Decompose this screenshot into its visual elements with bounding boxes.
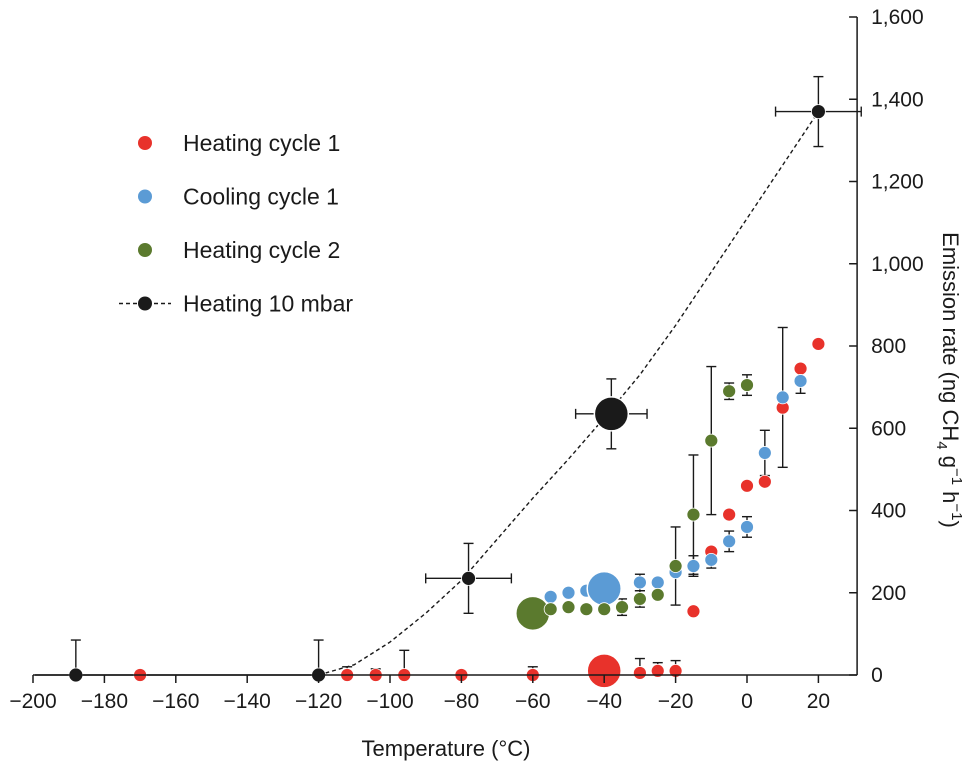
data-point-series-3 [811,104,826,119]
data-point-series-1 [793,374,808,388]
data-point-series-0 [633,666,647,680]
data-point-series-2 [686,507,701,522]
data-point-series-1 [586,570,622,607]
legend-label: Heating cycle 2 [183,237,340,263]
x-tick-label: −40 [586,690,622,713]
data-point-series-1 [633,575,647,590]
data-point-series-1 [650,575,665,590]
x-tick-label: −20 [658,690,694,713]
x-axis-title: Temperature (°C) [362,736,531,761]
legend-marker [138,296,152,311]
data-point-series-2 [633,592,647,606]
y-axis-title-g: g [938,450,963,468]
y-axis-title-sub: 4 [933,441,950,449]
data-point-series-1 [543,589,558,604]
data-point-series-2 [597,602,612,617]
legend: Heating cycle 1 Cooling cycle 1 Heating cy… [119,130,353,317]
y-axis-title-sup2: −1 [948,503,965,520]
data-point-series-2 [704,433,719,448]
data-point-series-1 [561,585,576,600]
x-tick-label: −200 [9,690,56,713]
data-point-series-2 [615,600,629,615]
x-tick-label: −60 [515,690,551,713]
y-tick-label: 1,200 [871,171,924,194]
x-tick-label: −160 [152,690,199,713]
y-axis-title-close: ) [938,521,963,528]
data-point-series-0 [811,337,826,351]
data-point-series-1 [704,552,719,567]
data-point-series-0 [722,507,737,522]
data-point-series-2 [561,600,576,615]
y-tick-label: 200 [871,582,906,605]
data-point-series-0 [757,474,772,489]
data-point-series-2 [515,595,551,632]
fit-curve-layer [35,111,819,676]
data-point-series-2 [668,559,683,573]
data-point-series-1 [775,390,790,405]
y-tick-label: 1,000 [871,253,924,276]
y-tick-label: 600 [871,417,906,440]
legend-marker [138,243,152,257]
legend-label: Heating 10 mbar [183,291,353,317]
y-tick-label: 800 [871,335,906,358]
x-tick-label: −100 [366,690,413,713]
legend-label: Heating cycle 1 [183,130,340,156]
y-axis-title-h: h [938,485,963,503]
legend-entry-2: Heating cycle 2 [138,237,340,263]
x-tick-label: −180 [81,690,128,713]
data-point-series-0 [793,361,808,376]
x-tick-label: −120 [295,690,342,713]
y-tick-label: 1,600 [871,6,924,29]
y-axis-title-sup1: −1 [948,468,965,485]
data-point-series-0 [740,478,754,493]
data-point-series-2 [722,384,737,399]
x-tick-label: 0 [741,690,753,713]
legend-entry-0: Heating cycle 1 [138,130,340,156]
data-point-series-1 [722,534,737,549]
x-tick-label: −80 [444,690,480,713]
data-point-series-3 [461,570,476,586]
data-point-series-1 [686,559,701,573]
y-axis-title: Emission rate (ng CH4 g−1 h−1) [933,232,965,528]
fit-curve-series-3 [318,111,819,676]
data-point-series-0 [586,653,622,689]
x-tick-label: 20 [807,690,830,713]
axes-layer: −200 −180 −160 −140 −120 −100 −80 −60 −40 −20 0 200… [9,6,923,713]
y-axis-title-main: Emission rate (ng CH [938,232,963,441]
data-point-series-2 [543,602,558,617]
data-point-series-0 [686,604,701,619]
data-point-series-1 [757,446,772,460]
data-point-series-0 [650,663,665,678]
legend-entry-3: Heating 10 mbar [119,291,353,317]
data-point-series-2 [740,378,754,392]
legend-marker [138,136,152,150]
y-tick-label: 0 [871,664,883,687]
data-point-series-2 [579,602,594,617]
y-tick-label: 1,400 [871,88,924,111]
data-point-series-3 [593,396,630,432]
legend-marker [138,189,152,204]
legend-label: Cooling cycle 1 [183,184,339,210]
data-point-series-2 [650,587,665,602]
legend-entry-1: Cooling cycle 1 [138,184,339,210]
x-tick-label: −140 [224,690,271,713]
y-tick-label: 400 [871,500,906,523]
data-point-series-1 [740,520,754,534]
